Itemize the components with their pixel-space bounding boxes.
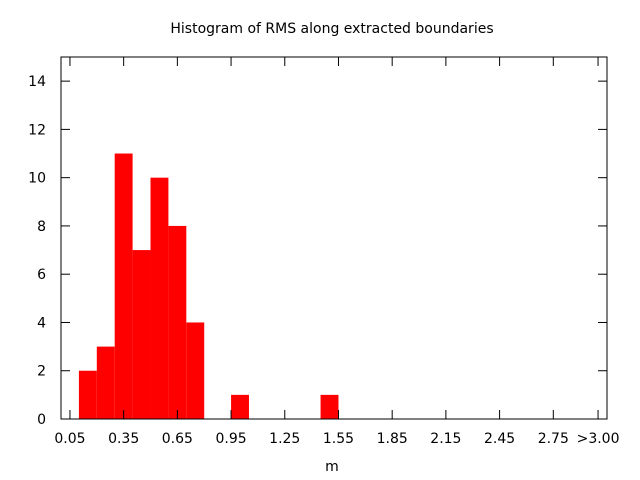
y-tick-label: 14 bbox=[28, 74, 46, 90]
histogram-bar bbox=[231, 394, 249, 419]
x-tick-label: 2.45 bbox=[484, 431, 515, 447]
x-tick-label: 2.75 bbox=[538, 431, 569, 447]
y-tick-label: 12 bbox=[28, 122, 46, 138]
plot-frame bbox=[60, 56, 608, 420]
x-tick-label: 0.05 bbox=[54, 431, 85, 447]
tick-labels-group: 0.05 0.35 0.65 0.95 1.25 1.55 1.85 2.15 2.45 2.75… bbox=[28, 74, 619, 447]
x-tick-label: 1.25 bbox=[269, 431, 300, 447]
histogram-bar bbox=[114, 153, 133, 419]
histogram-bar bbox=[132, 250, 151, 419]
histogram-bar bbox=[96, 346, 115, 419]
x-tick-label: 0.35 bbox=[108, 431, 139, 447]
x-tick-label: 1.85 bbox=[377, 431, 408, 447]
histogram-bar bbox=[150, 177, 169, 419]
chart-title: Histogram of RMS along extracted boundar… bbox=[170, 21, 493, 37]
y-tick-label: 2 bbox=[37, 364, 46, 380]
histogram-bar bbox=[168, 225, 187, 419]
histogram-bar bbox=[186, 322, 205, 419]
x-tick-label: 0.95 bbox=[215, 431, 246, 447]
y-tick-label: 8 bbox=[37, 219, 46, 235]
x-tick-label: 1.55 bbox=[323, 431, 354, 447]
x-tick-label: 2.15 bbox=[430, 431, 461, 447]
x-axis-label: m bbox=[325, 459, 339, 475]
y-tick-label: 10 bbox=[28, 171, 46, 187]
y-tick-label: 6 bbox=[37, 267, 46, 283]
bars-group bbox=[78, 153, 339, 419]
y-tick-label: 0 bbox=[37, 412, 46, 428]
histogram-bar bbox=[78, 370, 97, 419]
x-tick-label: 0.65 bbox=[162, 431, 193, 447]
histogram-bar bbox=[320, 394, 339, 419]
x-tick-label: >3.00 bbox=[577, 431, 620, 447]
y-tick-label: 4 bbox=[37, 315, 46, 331]
